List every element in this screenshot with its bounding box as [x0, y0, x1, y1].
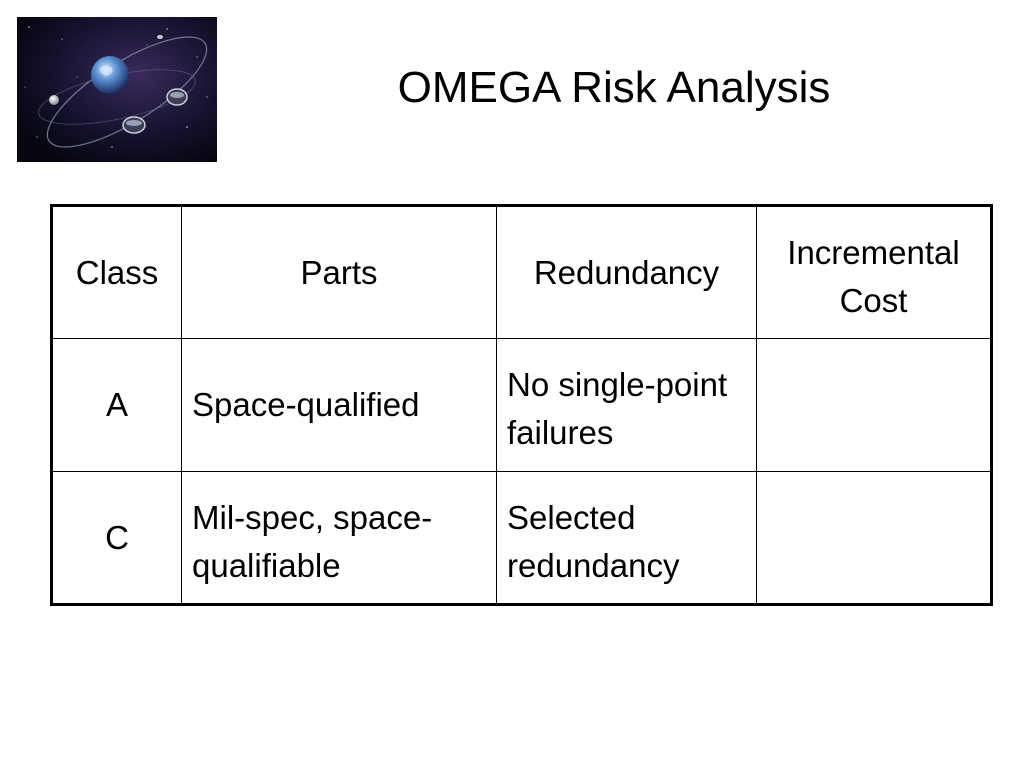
table-row: A Space-qualified No single-point failur… [51, 338, 992, 472]
satellite-2 [122, 116, 146, 134]
cell-parts: Space-qualified [181, 338, 497, 472]
header-redundancy: Redundancy [496, 205, 757, 339]
cell-class: A [51, 338, 182, 472]
cell-parts: Mil-spec, space-qualifiable [181, 471, 497, 605]
satellite-3 [157, 35, 163, 39]
cell-redundancy: No single-point failures [496, 338, 757, 472]
table-header-row: Class Parts Redundancy Incremental Cost [51, 205, 992, 339]
cell-class: C [51, 471, 182, 605]
header-parts: Parts [181, 205, 497, 339]
header-class: Class [51, 205, 182, 339]
header-incremental-cost: Incremental Cost [756, 205, 992, 339]
cell-incremental-cost [756, 338, 992, 472]
satellite-orbit-image [17, 17, 217, 162]
cell-redundancy: Selected redundancy [496, 471, 757, 605]
satellite-1 [166, 88, 188, 106]
slide-title: OMEGA Risk Analysis [397, 63, 831, 112]
satellite-orbit-illustration [17, 17, 217, 162]
table-row: C Mil-spec, space-qualifiable Selected r… [51, 471, 992, 605]
cell-incremental-cost [756, 471, 992, 605]
risk-analysis-table: Class Parts Redundancy Incremental Cost … [50, 204, 993, 606]
